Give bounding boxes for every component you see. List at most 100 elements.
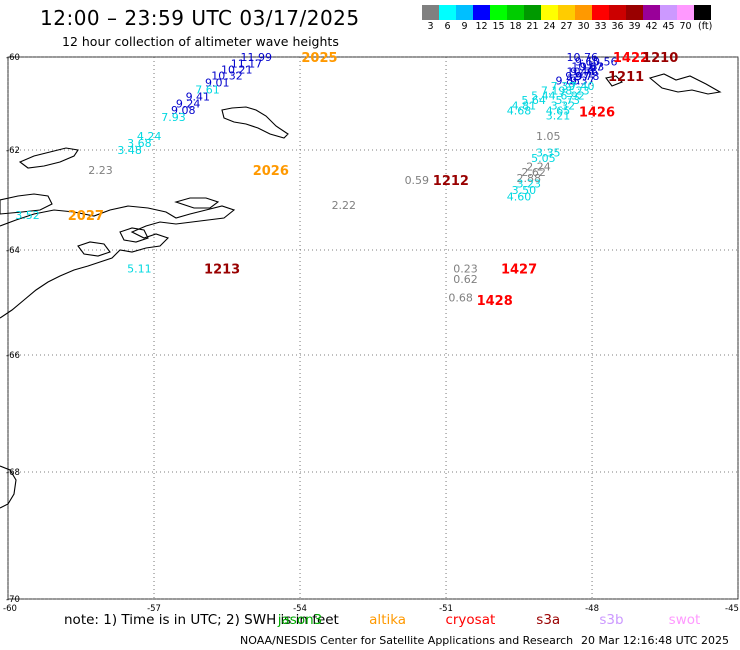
color-scale-bin-label: 70 (679, 21, 692, 32)
coastline-east-small (605, 75, 623, 87)
coastline-islands-upper (221, 106, 289, 139)
swh-reading: 2.88 (517, 172, 542, 185)
swh-reading: 3.48 (117, 144, 142, 157)
longitude-tick-label: -48 (585, 604, 599, 614)
color-scale-bin-label: 15 (492, 21, 505, 32)
swh-reading: 10.67 (571, 60, 603, 73)
longitude-tick-label: -54 (293, 604, 307, 614)
color-scale-bin-label: 36 (611, 21, 624, 32)
longitude-tick-label: -60 (3, 604, 17, 614)
axis-tick-labels: -60-62-64-66-68-70-60 -57 -54 -51 -48 -45 (3, 53, 739, 614)
color-scale-bin-label: 27 (560, 21, 573, 32)
satellite-legend-s3a: s3a (536, 612, 561, 628)
map-frame (7, 56, 739, 600)
swh-reading: 3.52 (15, 209, 40, 222)
swh-reading: 2.62 (521, 166, 546, 179)
swh-reading: 2.23 (88, 164, 113, 177)
swh-reading: 9.08 (171, 104, 196, 117)
swh-reading: 2.24 (526, 161, 551, 174)
coastline-south-edge (0, 465, 17, 509)
pass-time-label: 1210 (642, 51, 678, 66)
swh-reading: 0.59 (405, 174, 430, 187)
swh-reading: 3.50 (512, 184, 537, 197)
satellite-legend-jason3: jason3 (277, 612, 323, 628)
swh-reading: 4.81 (512, 99, 537, 112)
swh-reading: 4.60 (507, 191, 532, 204)
coastline-far-east (648, 73, 722, 95)
pass-time-label: 2025 (301, 51, 337, 66)
latitude-tick-label: -70 (6, 595, 20, 605)
color-scale-bin (541, 5, 558, 20)
color-scale-bin (524, 5, 541, 20)
swh-reading: 9.78 (575, 70, 600, 83)
latitude-tick-label: -60 (6, 53, 20, 63)
footnote: note: 1) Time is in UTC; 2) SWH is in fe… (64, 612, 339, 628)
pass-time-label: 1428 (477, 294, 513, 309)
color-scale-bin-label: 30 (577, 21, 590, 32)
swh-reading: 7.19 (541, 84, 566, 97)
wave-height-labels: 11.9911.1710.2110.329.017.619.419.249.08… (15, 51, 617, 304)
color-scale-bin (473, 5, 490, 20)
coastline-islands-east (119, 227, 149, 243)
swh-reading: 10.56 (586, 56, 618, 69)
color-scale-bin (575, 5, 592, 20)
swh-reading: 0.23 (453, 262, 478, 275)
swh-reading: 5.73 (555, 94, 580, 107)
swh-reading: 10.21 (221, 64, 253, 77)
swh-reading: 10.76 (567, 51, 599, 64)
color-scale-bin (677, 5, 694, 20)
color-scale-bin (592, 5, 609, 20)
color-scale-bin (609, 5, 626, 20)
swh-reading: 11.17 (231, 58, 263, 71)
pass-time-label: 1426 (579, 105, 615, 120)
swh-reading: 9.01 (205, 77, 230, 90)
wave-height-color-scale (422, 5, 711, 20)
color-scale-bin (422, 5, 439, 20)
color-scale-bin-label: 45 (662, 21, 675, 32)
swh-reading: 10.32 (211, 70, 243, 83)
swh-reading: 0.68 (448, 291, 473, 304)
swh-reading: 7.40 (570, 80, 595, 93)
pass-time-label: 1212 (433, 174, 469, 189)
latitude-tick-label: -68 (6, 468, 20, 478)
coastline-peninsula (0, 205, 236, 319)
longitude-tick-label: -57 (147, 604, 161, 614)
swh-reading: 6.92 (560, 90, 585, 103)
color-scale-bin-label: 24 (543, 21, 556, 32)
swh-reading: 7.39 (551, 80, 576, 93)
coastline-islands-mid (18, 147, 79, 169)
satellite-legend-altika: altika (369, 612, 407, 628)
color-scale-bin-label: 18 (509, 21, 522, 32)
swh-reading: 5.64 (521, 94, 546, 107)
color-scale-bin (694, 5, 711, 20)
swh-reading: 5.44 (531, 90, 556, 103)
credit-line: NOAA/NESDIS Center for Satellite Applica… (240, 634, 574, 647)
color-scale-bin-label: 39 (628, 21, 641, 32)
color-scale-bin-label: 42 (645, 21, 658, 32)
swh-reading: 4.65 (546, 104, 571, 117)
coastline (0, 73, 722, 509)
latitude-tick-label: -62 (6, 146, 20, 156)
color-scale-bin-label: 9 (461, 21, 468, 32)
swh-reading: 3.21 (546, 110, 571, 123)
coastline-islands-west (0, 193, 53, 215)
color-scale-bin-label: 3 (427, 21, 434, 32)
swh-reading: 5.11 (127, 262, 152, 275)
color-scale-bin (490, 5, 507, 20)
color-scale-bin (439, 5, 456, 20)
pass-time-label: 1213 (204, 262, 240, 277)
swh-reading: 9.97 (565, 70, 590, 83)
color-scale-bin (507, 5, 524, 20)
swh-reading: 0.62 (453, 273, 478, 286)
color-scale-bin-label: 12 (475, 21, 488, 32)
pass-time-label: 2027 (68, 209, 104, 224)
satellite-legend-cryosat: cryosat (445, 612, 496, 628)
color-scale-bin (558, 5, 575, 20)
color-scale-bin (626, 5, 643, 20)
swh-reading: 7.61 (195, 84, 220, 97)
swh-reading: 2.22 (332, 199, 357, 212)
swh-reading: 9.63 (580, 60, 605, 73)
swh-reading: 9.24 (176, 98, 201, 111)
